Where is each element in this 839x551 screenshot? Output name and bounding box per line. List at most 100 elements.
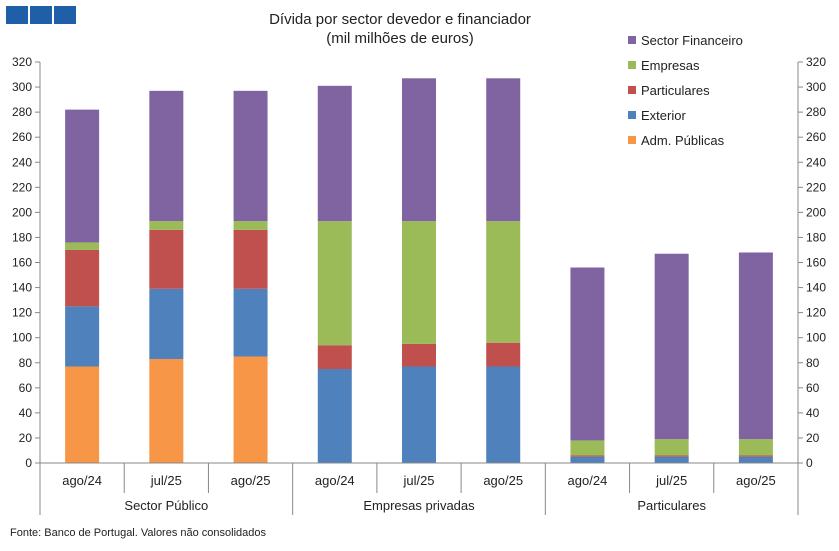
group-label: Particulares [637,498,706,513]
bar-segment [149,221,184,230]
bar-segment [233,288,268,357]
bar-segment [233,229,268,289]
legend-swatch [628,86,636,94]
bar-segment [65,109,100,243]
x-tick-label: jul/25 [402,473,434,488]
bar-segment [486,366,521,463]
bar-segment [738,439,773,456]
y-tick-label-right: 60 [806,381,820,395]
bar-segment [402,78,436,222]
y-tick-label-left: 140 [12,281,32,295]
bar-segment [654,455,689,457]
x-tick-label: ago/24 [315,473,355,488]
bar-segment [65,306,100,367]
chart-title: Dívida por sector devedor e financiador [269,11,531,28]
y-tick-label-right: 0 [806,456,813,470]
legend-swatch [628,61,636,69]
bar-segment [233,356,268,463]
bar-segment [65,242,100,250]
group-label: Empresas privadas [363,498,475,513]
y-tick-label-left: 260 [12,130,32,144]
y-tick-label-right: 20 [806,431,820,445]
y-tick-label-left: 100 [12,331,32,345]
y-tick-label-left: 160 [12,256,32,270]
bar-segment [570,440,605,456]
legend-label: Empresas [641,58,700,73]
bar-segment [654,439,689,456]
legend-label: Adm. Públicas [641,133,725,148]
logo-block-1 [6,6,28,24]
bar-segment [570,455,605,457]
x-tick-label: ago/24 [568,473,608,488]
y-tick-label-left: 300 [12,80,32,94]
y-tick-label-right: 300 [806,80,826,94]
y-tick-label-left: 40 [19,406,33,420]
legend-swatch [628,136,636,144]
x-tick-label: jul/25 [655,473,687,488]
y-tick-label-right: 260 [806,130,826,144]
bar-segment [317,221,352,346]
y-tick-label-right: 120 [806,306,826,320]
chart-subtitle: (mil milhões de euros) [326,30,474,47]
bar-segment [233,221,268,230]
x-tick-label: ago/25 [231,473,271,488]
x-tick-label: ago/25 [736,473,776,488]
legend-swatch [628,111,636,119]
y-tick-label-right: 280 [806,105,826,119]
bar-segment [654,456,689,463]
bar-segment [149,229,184,289]
y-tick-label-left: 60 [19,381,33,395]
x-tick-label: ago/25 [483,473,523,488]
y-tick-label-right: 320 [806,55,826,69]
bar-segment [654,253,689,440]
bar-segment [738,455,773,457]
legend-label: Particulares [641,83,710,98]
y-tick-label-right: 140 [806,281,826,295]
y-tick-label-right: 180 [806,230,826,244]
y-tick-label-left: 20 [19,431,33,445]
legend-label: Exterior [641,108,686,123]
bar-segment [570,456,605,463]
bar-segment [149,90,184,222]
bar-segment [149,288,184,359]
y-tick-label-right: 200 [806,205,826,219]
bar-segment [317,85,352,222]
y-tick-label-left: 280 [12,105,32,119]
y-tick-label-left: 200 [12,205,32,219]
y-tick-label-left: 180 [12,230,32,244]
y-tick-label-right: 80 [806,356,820,370]
bar-segment [317,345,352,370]
logo-block-3 [54,6,76,24]
y-tick-label-right: 240 [806,155,826,169]
legend-label: Sector Financeiro [641,33,743,48]
logo-block-2 [30,6,52,24]
y-tick-label-right: 40 [806,406,820,420]
bar-segment [65,249,100,307]
y-tick-label-left: 0 [25,456,32,470]
y-tick-label-right: 160 [806,256,826,270]
bar-segment [486,78,521,222]
y-tick-label-left: 220 [12,180,32,194]
x-tick-label: jul/25 [150,473,182,488]
y-tick-label-right: 220 [806,180,826,194]
y-tick-label-left: 80 [19,356,33,370]
bar-segment [486,342,521,367]
bar-segment [570,267,605,441]
bar-segment [317,369,352,463]
y-tick-label-left: 240 [12,155,32,169]
bar-segment [486,221,521,343]
bar-segment [233,90,268,222]
y-tick-label-left: 320 [12,55,32,69]
bar-segment [402,221,436,344]
bar-segment [402,343,436,367]
bar-segment [738,252,773,440]
bar-segment [402,366,436,463]
bar-segment [149,358,184,463]
y-tick-label-left: 120 [12,306,32,320]
source-note: Fonte: Banco de Portugal. Valores não co… [10,527,267,539]
x-tick-label: ago/24 [62,473,102,488]
y-tick-label-right: 100 [806,331,826,345]
bar-segment [738,456,773,463]
bar-segment [65,366,100,463]
